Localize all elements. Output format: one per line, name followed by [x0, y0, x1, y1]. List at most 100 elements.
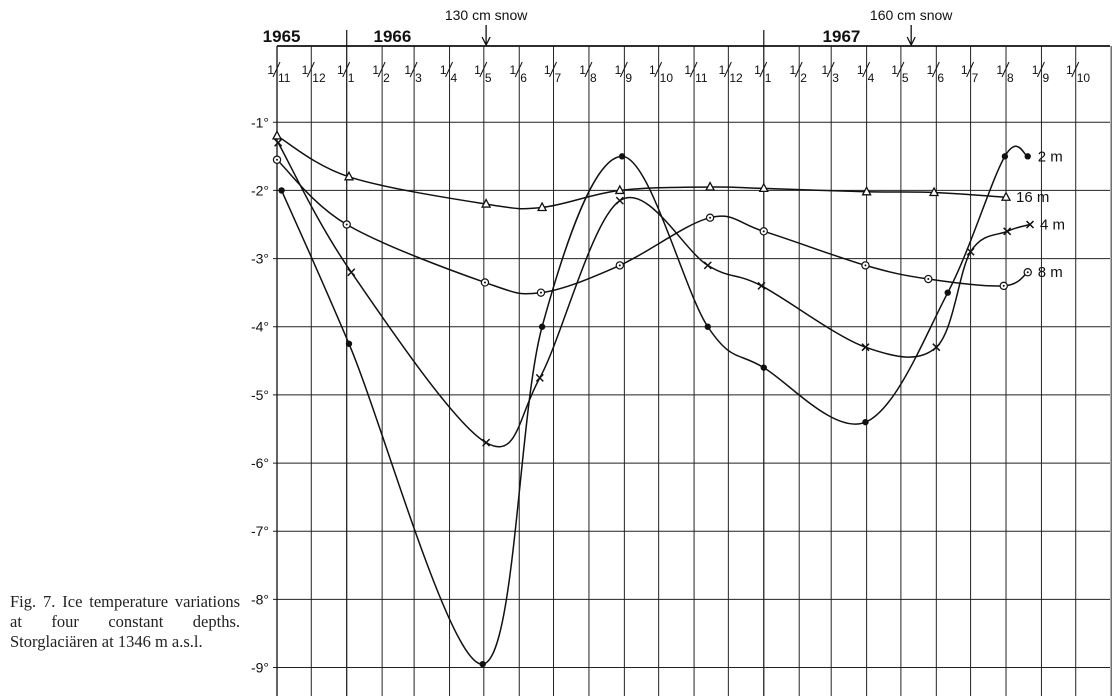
grid-lines	[273, 30, 1112, 696]
series-line	[280, 145, 1029, 665]
month-tick-label: 18	[579, 61, 597, 85]
data-point-triangle	[271, 130, 283, 140]
month-tick-label: 16	[927, 61, 944, 85]
svg-text:1: 1	[857, 63, 864, 77]
data-point-triangle	[1000, 191, 1012, 201]
svg-text:1: 1	[719, 63, 726, 77]
data-point-cross	[1025, 220, 1035, 229]
svg-text:1: 1	[961, 63, 968, 77]
svg-text:8: 8	[590, 71, 597, 85]
svg-text:3: 3	[832, 71, 839, 85]
svg-text:4: 4	[868, 71, 875, 85]
year-label: 1967	[823, 27, 861, 46]
svg-text:2: 2	[800, 71, 807, 85]
svg-text:1: 1	[440, 63, 447, 77]
svg-text:1: 1	[765, 71, 772, 85]
data-point-triangle	[758, 182, 769, 193]
series-16-m: 16 m	[271, 130, 1049, 212]
svg-text:1: 1	[579, 63, 586, 77]
data-point-dot	[345, 340, 353, 347]
data-point-dot	[278, 187, 285, 194]
month-tick-label: 14	[857, 61, 875, 85]
svg-text:1: 1	[996, 63, 1003, 77]
series-label: 16 m	[1016, 189, 1049, 206]
month-tick-label: 17	[544, 61, 562, 85]
svg-text:1: 1	[822, 63, 829, 77]
y-tick-label: -3°	[251, 251, 269, 267]
month-tick-label: 15	[891, 61, 909, 85]
snow-annotation: 130 cm snow	[445, 7, 528, 23]
axes	[276, 45, 1110, 696]
data-point-cross	[757, 281, 766, 290]
data-point-cross	[932, 343, 941, 352]
y-tick-label: -7°	[251, 523, 269, 539]
svg-text:1: 1	[790, 63, 797, 77]
month-tick-label: 11	[337, 61, 355, 85]
month-tick-label: 1 10	[649, 61, 674, 85]
data-point-triangle	[343, 170, 355, 181]
data-point-dot	[704, 323, 711, 330]
svg-text:4: 4	[451, 71, 458, 85]
snow-arrowhead	[481, 36, 491, 47]
month-tick-label: 19	[615, 61, 632, 85]
data-point-cross	[1003, 227, 1012, 236]
data-point-cross	[703, 261, 712, 270]
svg-text:1: 1	[267, 63, 274, 77]
svg-text:7: 7	[555, 71, 562, 85]
month-tick-label: 111	[684, 61, 708, 85]
svg-text:12: 12	[729, 71, 743, 85]
month-tick-label: 112	[719, 61, 743, 85]
month-tick-label: 18	[996, 61, 1014, 85]
svg-text:1: 1	[372, 63, 379, 77]
data-point-cross	[482, 438, 491, 447]
month-tick-label: 1 10	[1066, 61, 1090, 85]
svg-text:10: 10	[660, 71, 674, 85]
data-point-cross	[535, 373, 544, 382]
snow-arrowhead	[906, 36, 916, 47]
series-2-m: 2 m	[278, 145, 1063, 668]
month-tick-label: 111	[267, 61, 291, 85]
svg-text:1: 1	[927, 63, 934, 77]
svg-text:1: 1	[474, 63, 481, 77]
svg-text:11: 11	[695, 71, 708, 85]
month-tick-label: 112	[302, 61, 326, 85]
svg-text:6: 6	[937, 71, 944, 85]
figure-caption: Fig. 7. Ice temperature variations at fo…	[10, 592, 240, 651]
svg-text:1: 1	[754, 63, 761, 77]
data-point-triangle	[928, 186, 940, 197]
y-tick-label: -5°	[251, 387, 269, 403]
series-line	[277, 142, 1031, 448]
svg-text:12: 12	[312, 71, 326, 85]
svg-text:3: 3	[415, 71, 422, 85]
month-tick-label: 19	[1032, 61, 1049, 85]
series-8-m: 8 m	[272, 155, 1063, 297]
month-tick-label: 15	[474, 61, 492, 85]
svg-text:6: 6	[520, 71, 527, 85]
svg-text:1: 1	[1066, 63, 1073, 77]
snow-annotation: 160 cm snow	[870, 7, 953, 23]
month-tick-label: 12	[790, 61, 807, 85]
series-4-m: 4 m	[274, 138, 1065, 448]
svg-text:1: 1	[337, 63, 344, 77]
month-tick-label: 14	[440, 61, 458, 85]
data-point-triangle	[537, 201, 548, 212]
data-point-triangle	[861, 185, 872, 196]
svg-text:9: 9	[1042, 71, 1049, 85]
svg-text:1: 1	[891, 63, 898, 77]
data-point-cross	[861, 343, 870, 352]
year-label: 1966	[373, 27, 411, 46]
y-tick-label: -1°	[251, 114, 269, 130]
svg-text:8: 8	[1007, 71, 1014, 85]
data-point-triangle	[704, 181, 716, 191]
data-point-cross	[615, 196, 624, 205]
svg-text:9: 9	[625, 71, 632, 85]
svg-text:1: 1	[1032, 63, 1039, 77]
data-point-triangle	[481, 198, 492, 208]
month-tick-label: 13	[822, 61, 839, 85]
series-label: 8 m	[1038, 264, 1063, 281]
data-point-cross	[274, 138, 283, 147]
svg-text:1: 1	[404, 63, 411, 77]
y-tick-label: -6°	[251, 455, 269, 471]
y-tick-label: -8°	[251, 591, 269, 607]
